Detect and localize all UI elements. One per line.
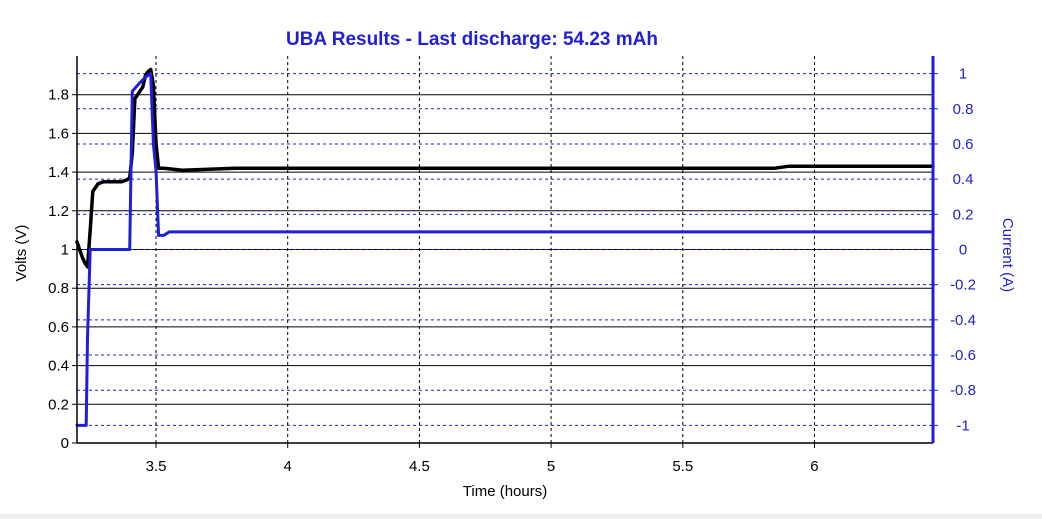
y-left-tick-label: 1.8 — [48, 87, 69, 104]
y-right-tick-label: -0.6 — [950, 347, 976, 364]
y-left-tick-label: 0.4 — [48, 358, 69, 375]
x-tick-label: 5.5 — [672, 458, 693, 475]
y-right-tick-label: -0.4 — [950, 312, 976, 329]
y-right-tick-label: 0.4 — [953, 171, 974, 188]
y-left-tick-label: 0.6 — [48, 319, 69, 336]
y-left-tick-label: 1.2 — [48, 203, 69, 220]
y-left-tick-label: 1 — [61, 242, 69, 259]
chart-title: UBA Results - Last discharge: 54.23 mAh — [286, 29, 658, 50]
y-right-tick-label: -0.2 — [950, 277, 976, 294]
x-tick-label: 5 — [547, 458, 555, 475]
y-right-tick-label: -1 — [956, 417, 969, 434]
x-axis-label: Time (hours) — [463, 483, 547, 500]
x-tick-label: 3.5 — [146, 458, 167, 475]
y-right-tick-label: -0.8 — [950, 382, 976, 399]
y-right-tick-label: 0 — [959, 242, 967, 259]
y-left-tick-label: 0.2 — [48, 396, 69, 413]
y-right-tick-label: 0.2 — [953, 206, 974, 223]
y-axis-left-label: Volts (V) — [13, 225, 30, 282]
x-tick-label: 4 — [284, 458, 292, 475]
axes — [72, 56, 938, 448]
y-left-tick-label: 1.6 — [48, 125, 69, 142]
x-tick-label: 6 — [810, 458, 818, 475]
series-line-volts — [75, 67, 935, 269]
y-left-tick-label: 1.4 — [48, 164, 69, 181]
y-left-tick-label: 0 — [61, 435, 69, 452]
y-right-tick-label: 0.6 — [953, 136, 974, 153]
series-line-current — [75, 72, 935, 427]
y-right-tick-label: 0.8 — [953, 101, 974, 118]
grid — [77, 56, 933, 443]
y-left-tick-label: 0.8 — [48, 280, 69, 297]
y-axis-right-label: Current (A) — [999, 218, 1016, 292]
y-right-tick-label: 1 — [959, 66, 967, 83]
tick-labels: 0 0.2 0.4 0.6 0.8 1 1.2 1.4 1.6 1.8 -1 -0.8 -0.6 -0.4… — [48, 66, 976, 475]
x-tick-label: 4.5 — [409, 458, 430, 475]
series-layer — [75, 67, 935, 427]
